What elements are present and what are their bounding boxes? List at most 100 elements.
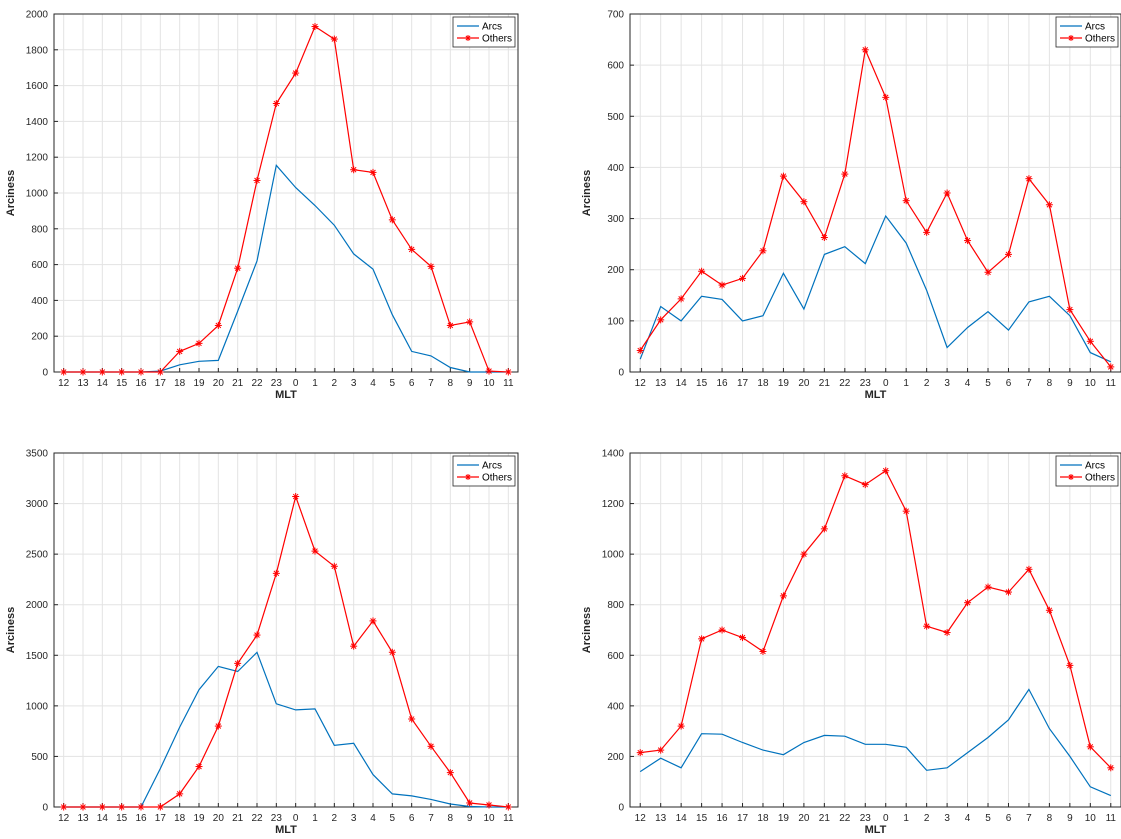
x-tick-label: 15 bbox=[696, 378, 708, 389]
x-tick-label: 13 bbox=[77, 378, 89, 389]
x-tick-label: 1 bbox=[312, 378, 318, 389]
x-tick-label: 22 bbox=[251, 813, 263, 824]
series-line bbox=[639, 688, 1112, 797]
x-tick-label: 1 bbox=[903, 378, 909, 389]
y-tick-label: 1600 bbox=[26, 81, 49, 92]
data-point bbox=[677, 295, 685, 303]
data-point bbox=[984, 583, 992, 591]
line-chart: 12 13 14 15 16 17 18 19 20 21 22 23 0 1 2 3 4 5 6 7 8 9 10 1105… bbox=[5, 449, 519, 836]
y-tick-label: 600 bbox=[607, 61, 624, 72]
x-tick-label: 19 bbox=[193, 378, 205, 389]
x-tick-label: 1 bbox=[903, 813, 909, 824]
data-point bbox=[984, 268, 992, 276]
data-point bbox=[350, 642, 358, 650]
data-point bbox=[311, 23, 319, 31]
x-axis-label: MLT bbox=[275, 389, 297, 401]
x-tick-label: 21 bbox=[232, 813, 244, 824]
data-point bbox=[943, 629, 951, 637]
series-others bbox=[60, 23, 512, 376]
x-tick-label: 18 bbox=[174, 378, 186, 389]
data-point bbox=[504, 368, 512, 376]
x-tick-label: 20 bbox=[798, 813, 810, 824]
x-tick-label: 4 bbox=[370, 378, 376, 389]
x-tick-label: 9 bbox=[1067, 813, 1073, 824]
data-point bbox=[923, 228, 931, 236]
data-point bbox=[234, 264, 242, 272]
x-tick-label: 18 bbox=[174, 813, 186, 824]
legend-label: Arcs bbox=[482, 22, 502, 33]
x-tick-label: 23 bbox=[860, 813, 872, 824]
data-point bbox=[272, 569, 280, 577]
x-tick-label: 14 bbox=[97, 813, 109, 824]
data-point bbox=[902, 197, 910, 205]
x-tick-label: 5 bbox=[390, 813, 396, 824]
x-tick-label: 11 bbox=[503, 378, 514, 389]
y-tick-label: 400 bbox=[31, 296, 48, 307]
x-tick-label: 13 bbox=[655, 813, 667, 824]
x-tick-label: 18 bbox=[757, 378, 769, 389]
data-point bbox=[820, 525, 828, 533]
x-tick-label: 0 bbox=[883, 813, 889, 824]
data-point bbox=[272, 100, 280, 107]
data-point bbox=[1004, 588, 1012, 596]
x-tick-label: 0 bbox=[293, 378, 299, 389]
data-point bbox=[137, 803, 145, 811]
x-tick-label: 17 bbox=[155, 813, 167, 824]
series-others bbox=[60, 492, 512, 811]
data-point bbox=[60, 368, 68, 376]
plot-area bbox=[630, 14, 1121, 372]
x-tick-label: 5 bbox=[985, 378, 991, 389]
x-tick-label: 4 bbox=[965, 813, 971, 824]
y-tick-label: 0 bbox=[618, 803, 624, 814]
x-tick-label: 7 bbox=[1026, 813, 1032, 824]
x-tick-label: 15 bbox=[116, 378, 128, 389]
y-axis-label: Arciness bbox=[5, 170, 17, 216]
x-tick-label: 6 bbox=[1006, 378, 1012, 389]
data-point bbox=[800, 198, 808, 206]
plot-area bbox=[630, 453, 1121, 807]
legend-label: Others bbox=[482, 473, 512, 484]
y-tick-label: 3500 bbox=[26, 449, 49, 460]
axes-box bbox=[53, 452, 519, 808]
x-tick-label: 7 bbox=[1026, 378, 1032, 389]
x-tick-label: 18 bbox=[757, 813, 769, 824]
data-point bbox=[214, 321, 222, 329]
y-tick-label: 100 bbox=[607, 316, 624, 327]
x-tick-label: 9 bbox=[467, 378, 473, 389]
x-tick-label: 17 bbox=[155, 378, 167, 389]
data-point bbox=[369, 168, 377, 176]
legend-label: Arcs bbox=[1085, 461, 1105, 472]
data-point bbox=[1045, 606, 1053, 614]
x-tick-label: 5 bbox=[390, 378, 396, 389]
data-point bbox=[841, 170, 849, 178]
data-point bbox=[677, 722, 685, 730]
data-point bbox=[79, 803, 87, 811]
data-point bbox=[60, 803, 68, 811]
y-tick-label: 1200 bbox=[26, 153, 49, 164]
x-axis-label: MLT bbox=[865, 389, 887, 401]
series-line bbox=[639, 214, 1112, 363]
y-tick-label: 200 bbox=[607, 752, 624, 763]
data-point bbox=[98, 803, 106, 811]
data-point bbox=[330, 562, 338, 570]
data-point bbox=[79, 368, 87, 376]
y-tick-label: 800 bbox=[607, 600, 624, 611]
x-tick-label: 9 bbox=[467, 813, 473, 824]
y-axis-label: Arciness bbox=[5, 607, 17, 653]
y-tick-label: 200 bbox=[31, 332, 48, 343]
data-point bbox=[739, 274, 747, 282]
y-tick-label: 0 bbox=[618, 368, 624, 379]
x-tick-label: 22 bbox=[839, 813, 851, 824]
legend-label: Arcs bbox=[482, 461, 502, 472]
data-point bbox=[923, 622, 931, 630]
legend-marker bbox=[1068, 474, 1074, 480]
x-tick-label: 8 bbox=[1047, 813, 1053, 824]
series-line bbox=[640, 469, 1112, 769]
data-point bbox=[466, 799, 474, 807]
legend-marker bbox=[465, 474, 471, 480]
data-point bbox=[388, 216, 396, 224]
legend-label: Others bbox=[482, 34, 512, 45]
data-point bbox=[485, 801, 493, 809]
x-tick-label: 15 bbox=[696, 813, 708, 824]
